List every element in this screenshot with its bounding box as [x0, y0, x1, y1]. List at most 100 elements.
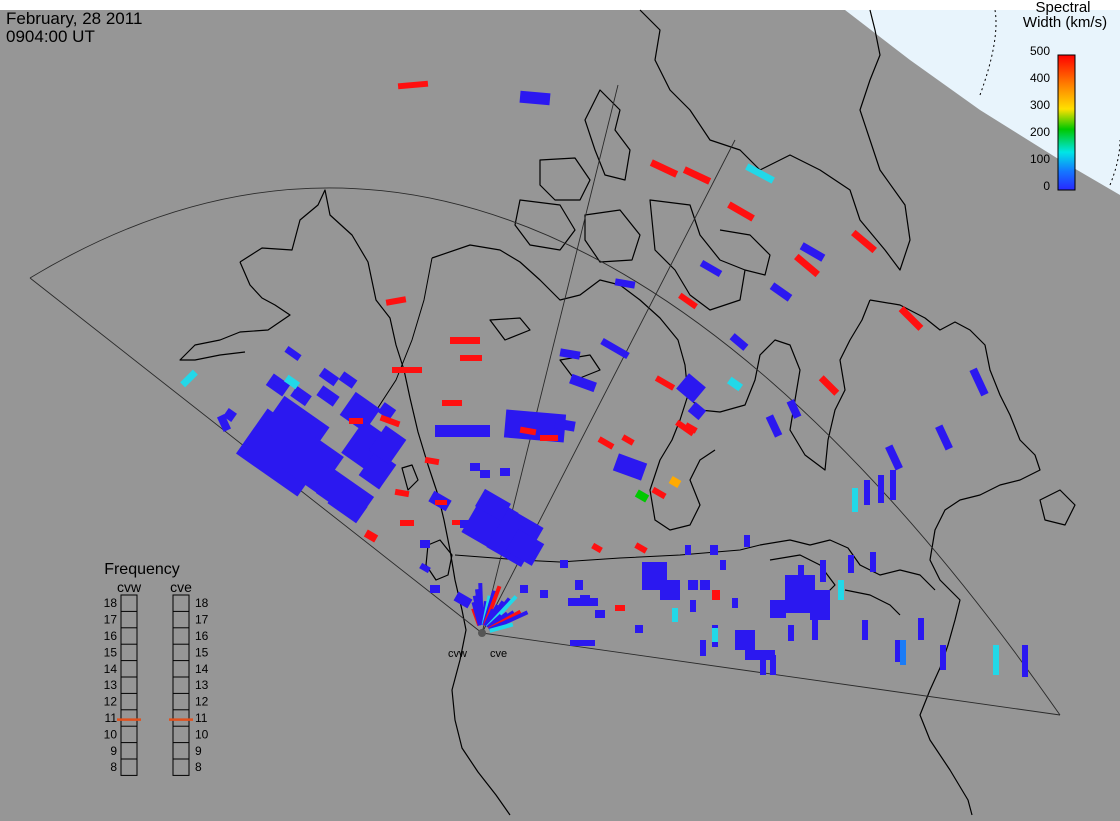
backscatter-cell: [918, 618, 924, 640]
backscatter-cell: [678, 292, 698, 310]
radar-sites: [478, 629, 486, 637]
frequency-scale-label: 10: [104, 727, 118, 741]
top-strip: [0, 0, 1120, 10]
backscatter-cell: [420, 540, 430, 548]
backscatter-cell: [283, 374, 301, 390]
backscatter-cell: [727, 201, 755, 222]
backscatter-cell: [788, 625, 794, 641]
backscatter-cell: [265, 373, 291, 397]
radar-label: cvw: [117, 579, 142, 595]
backscatter-cell: [580, 595, 590, 603]
backscatter-cell: [554, 418, 576, 432]
backscatter-cell: [327, 486, 368, 524]
backscatter-cell: [379, 414, 401, 428]
frequency-scale-label: 14: [104, 662, 118, 676]
backscatter-cell: [570, 640, 595, 646]
frequency-scale-box: [120, 594, 138, 776]
backscatter-cell: [453, 591, 473, 609]
backscatter-cell: [435, 500, 447, 505]
backscatter-cell: [540, 590, 548, 598]
backscatter-cell: [612, 453, 648, 481]
coastlines: [179, 9, 1076, 816]
backscatter-cell: [651, 486, 667, 500]
backscatter-cell: [890, 470, 896, 500]
backscatter-cell: [878, 475, 884, 503]
frequency-scale-label: 13: [195, 678, 209, 692]
backscatter-cell: [368, 425, 407, 465]
backscatter-cell: [519, 426, 537, 436]
backscatter-cell: [519, 90, 551, 106]
frequency-scale-label: 11: [195, 711, 208, 725]
colorbar-tick-label: 500: [1030, 44, 1050, 58]
backscatter-cell: [600, 337, 630, 360]
frequency-scale-label: 14: [195, 662, 209, 676]
backscatter-cell: [560, 560, 568, 568]
backscatter-cell: [430, 585, 440, 593]
backscatter-cell: [862, 620, 868, 640]
backscatter-cell: [460, 520, 470, 528]
frequency-scale-label: 8: [195, 760, 202, 774]
backscatter-cell: [575, 580, 583, 590]
backscatter-cell: [898, 306, 924, 331]
colorbar-gradient: [1057, 54, 1076, 191]
backscatter-cell: [744, 535, 750, 547]
frequency-scale-label: 15: [104, 645, 118, 659]
colorbar-tick-label: 200: [1030, 125, 1050, 139]
plot-time: 0904:00 UT: [6, 27, 95, 46]
backscatter-cell: [635, 625, 643, 633]
frequency-title: Frequency: [104, 561, 180, 578]
backscatter-cell: [668, 476, 682, 488]
backscatter-cell: [700, 580, 710, 590]
backscatter-cell: [452, 520, 462, 525]
backscatter-cell: [699, 259, 723, 278]
frequency-scale-label: 15: [195, 645, 209, 659]
backscatter-cell: [935, 424, 953, 451]
colorbar-title: Width (km/s): [1023, 14, 1107, 31]
frequency-scales: 18 17 16 15 14 13 12 11 10 9 8 18 17 16 15 14 13 12 11 10 9 8: [104, 594, 209, 776]
backscatter-cell: [712, 590, 720, 600]
radar-label: cve: [170, 579, 192, 595]
backscatter-cell: [559, 348, 581, 360]
backscatter-cell: [341, 420, 389, 470]
backscatter-cell: [442, 400, 462, 406]
backscatter-cell: [654, 375, 676, 391]
backscatter-cell: [284, 346, 302, 361]
backscatter-cell: [848, 555, 854, 573]
backscatter-cell: [480, 470, 490, 478]
backscatter-cell: [649, 159, 679, 178]
backscatter-cell: [460, 355, 482, 361]
backscatter-cell: [688, 580, 698, 590]
backscatter-cell: [216, 414, 232, 432]
backscatter-cell: [540, 435, 558, 441]
radar-site-label: cve: [490, 648, 507, 660]
backscatter-cell: [770, 655, 776, 675]
terminator-line: [979, 9, 997, 96]
colorbar-tick-label: 400: [1030, 71, 1050, 85]
backscatter-cell: [397, 80, 429, 90]
colorbar-tick-label: 0: [1043, 179, 1050, 193]
backscatter-cell: [676, 373, 706, 403]
backscatter-cell: [735, 630, 755, 650]
backscatter-cell: [870, 552, 876, 572]
backscatter-cell: [349, 418, 363, 424]
backscatter-cell: [786, 399, 802, 419]
backscatter-cell: [720, 560, 726, 570]
radar-site-marker: [478, 629, 486, 637]
backscatter-cell: [569, 373, 597, 393]
backscatter-cell: [180, 369, 198, 388]
frequency-scale-label: 10: [195, 727, 209, 741]
backscatter-cell: [489, 622, 514, 633]
backscatter-cell: [969, 367, 989, 397]
backscatter-cell: [745, 163, 775, 184]
backscatter-cell: [614, 278, 636, 289]
backscatter-cell: [475, 488, 511, 522]
frequency-scale-label: 9: [110, 744, 117, 758]
backscatter-cell: [338, 371, 358, 389]
backscatter-cell: [687, 401, 707, 421]
backscatter-cell: [794, 253, 820, 278]
backscatter-cell: [895, 640, 901, 662]
backscatter-cell: [685, 545, 691, 555]
frequency-scale-label: 12: [104, 695, 118, 709]
